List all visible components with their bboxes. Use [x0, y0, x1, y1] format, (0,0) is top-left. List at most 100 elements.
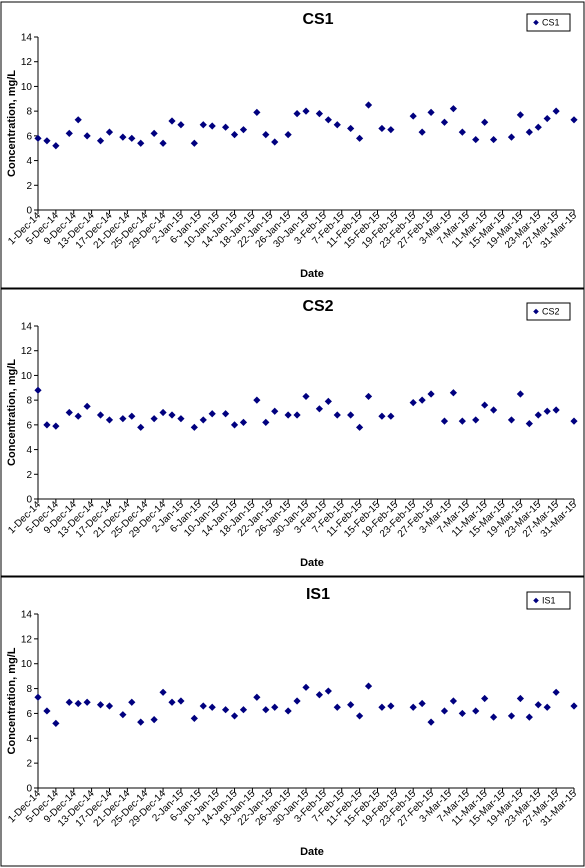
- data-point: [324, 397, 332, 405]
- data-point: [83, 402, 91, 410]
- data-point: [65, 698, 73, 706]
- data-point: [159, 688, 167, 696]
- y-tick-label: 6: [26, 131, 32, 142]
- data-point: [43, 137, 51, 145]
- data-point: [83, 132, 91, 140]
- data-point: [387, 702, 395, 710]
- data-point: [222, 123, 230, 131]
- data-point: [525, 713, 533, 721]
- data-point: [387, 126, 395, 134]
- data-point: [449, 697, 457, 705]
- data-point: [378, 124, 386, 133]
- data-point: [552, 688, 560, 696]
- data-point: [507, 133, 516, 141]
- data-point: [262, 131, 270, 139]
- data-point: [52, 719, 60, 727]
- y-tick-label: 14: [21, 610, 33, 621]
- data-point: [159, 139, 167, 147]
- data-point: [262, 706, 270, 714]
- y-tick-label: 0: [26, 206, 32, 217]
- data-point: [481, 401, 489, 409]
- y-tick-label: 14: [21, 322, 33, 333]
- data-point: [96, 137, 105, 145]
- data-point: [199, 121, 207, 129]
- data-point: [507, 712, 516, 720]
- data-point: [525, 128, 533, 136]
- y-tick-label: 10: [21, 371, 33, 382]
- data-point: [65, 129, 73, 137]
- data-point: [534, 411, 542, 419]
- data-point: [490, 406, 498, 414]
- y-tick-label: 2: [26, 470, 32, 481]
- data-point: [105, 702, 114, 710]
- data-point: [52, 422, 60, 430]
- data-point: [481, 694, 489, 703]
- data-point: [293, 110, 301, 118]
- data-point: [74, 116, 82, 124]
- data-point: [552, 107, 560, 115]
- legend-marker: [533, 597, 539, 604]
- data-point: [440, 707, 449, 715]
- data-point: [472, 707, 480, 715]
- data-point: [302, 392, 310, 401]
- data-point: [222, 410, 230, 418]
- data-point: [52, 142, 60, 150]
- y-tick-label: 0: [26, 784, 32, 795]
- data-point: [253, 396, 261, 404]
- data-point: [472, 135, 480, 144]
- data-point: [119, 711, 127, 719]
- data-point: [387, 412, 395, 420]
- data-point: [105, 416, 114, 424]
- data-point: [324, 116, 332, 124]
- legend-marker: [533, 308, 539, 315]
- data-point: [43, 421, 51, 429]
- legend-box: [526, 302, 571, 321]
- data-point: [271, 703, 279, 711]
- data-point: [284, 707, 292, 715]
- panel-frame: [0, 288, 585, 577]
- y-tick-label: 10: [21, 659, 33, 670]
- y-tick-label: 8: [26, 107, 32, 118]
- data-point: [543, 703, 551, 711]
- data-point: [150, 716, 158, 724]
- legend-label: CS2: [542, 307, 560, 317]
- x-axis-title: Date: [300, 557, 324, 569]
- data-point: [481, 118, 489, 126]
- data-point: [262, 418, 270, 426]
- data-point: [378, 412, 386, 420]
- y-tick-label: 14: [21, 33, 33, 44]
- data-point: [34, 134, 42, 142]
- data-point: [507, 416, 516, 424]
- legend-box: [526, 13, 571, 32]
- data-point: [418, 128, 426, 136]
- y-tick-label: 0: [26, 495, 32, 506]
- data-point: [364, 392, 373, 401]
- data-point: [159, 408, 167, 417]
- data-point: [534, 701, 542, 709]
- data-point: [449, 389, 457, 397]
- data-point: [427, 390, 435, 398]
- data-point: [190, 714, 198, 722]
- data-point: [356, 423, 364, 431]
- x-axis-title: Date: [300, 268, 324, 280]
- data-point: [239, 126, 248, 134]
- y-tick-label: 2: [26, 759, 32, 770]
- data-point: [137, 423, 145, 431]
- y-tick-label: 10: [21, 82, 33, 93]
- data-point: [83, 698, 91, 706]
- y-tick-label: 12: [21, 346, 33, 357]
- data-point: [378, 703, 386, 711]
- data-point: [119, 133, 127, 141]
- y-tick-label: 6: [26, 709, 32, 720]
- y-tick-label: 2: [26, 181, 32, 192]
- data-point: [534, 123, 542, 131]
- chart-title: CS1: [302, 11, 333, 28]
- data-point: [239, 706, 248, 714]
- data-point: [302, 683, 310, 691]
- data-point: [168, 411, 176, 419]
- data-point: [458, 417, 466, 425]
- data-point: [315, 405, 323, 413]
- data-point: [230, 421, 239, 429]
- data-point: [168, 698, 176, 706]
- data-point: [96, 411, 105, 419]
